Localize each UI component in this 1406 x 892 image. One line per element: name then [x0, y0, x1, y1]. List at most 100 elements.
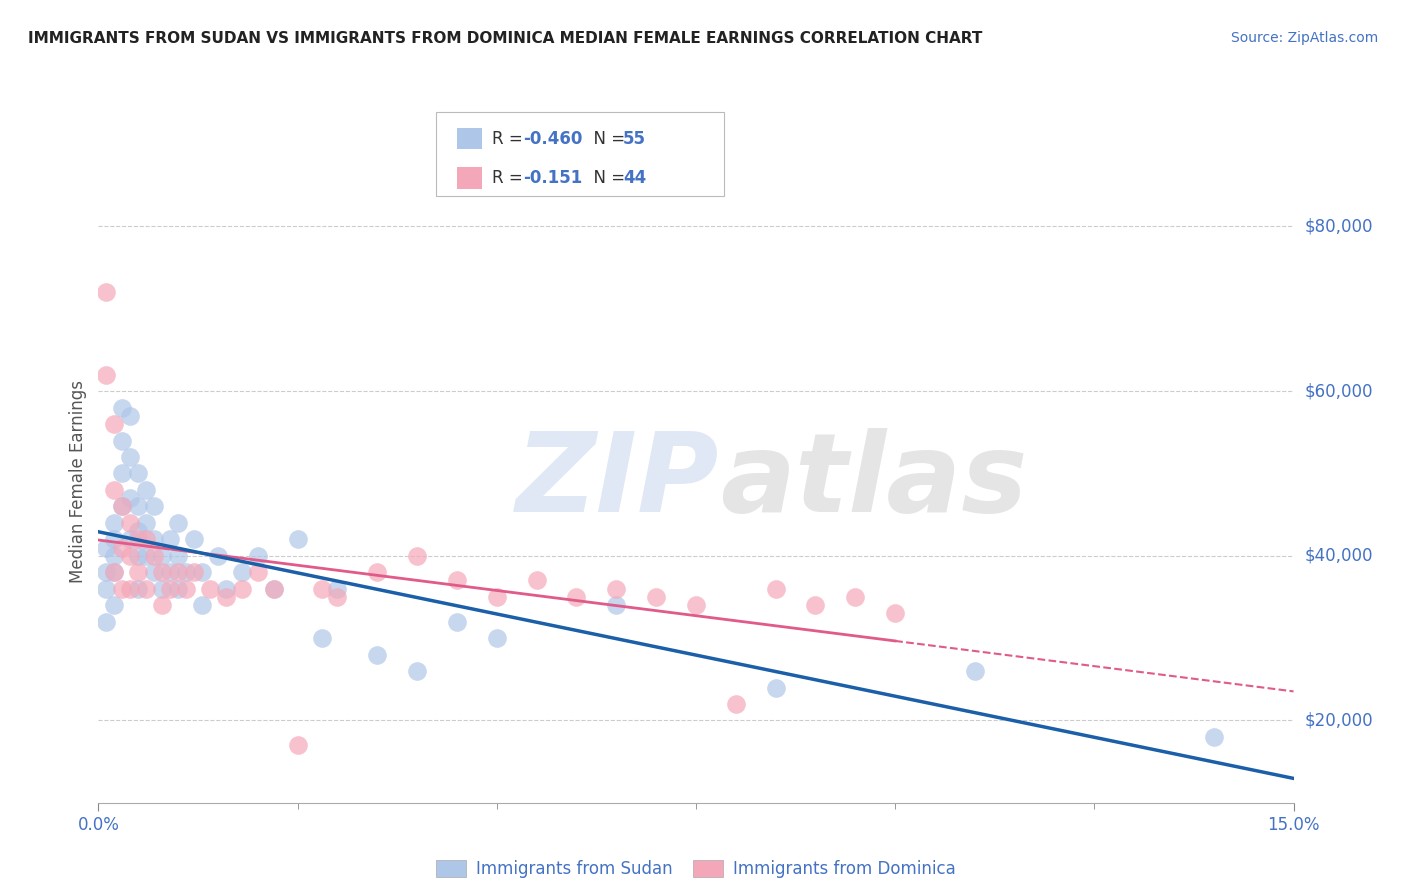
Point: [884, 607, 907, 621]
Point: [526, 574, 548, 588]
Point: [103, 566, 125, 580]
Point: [685, 598, 707, 612]
Y-axis label: Median Female Earnings: Median Female Earnings: [69, 380, 87, 583]
Point: [159, 582, 181, 596]
Point: [96, 368, 118, 382]
Point: [103, 549, 125, 563]
Point: [246, 566, 269, 580]
Point: [143, 533, 166, 547]
Point: [120, 450, 142, 464]
Point: [167, 549, 190, 563]
Point: [159, 533, 181, 547]
Point: [159, 566, 181, 580]
Point: [103, 417, 125, 431]
Point: [765, 582, 787, 596]
Point: [127, 467, 149, 481]
Point: [263, 582, 285, 596]
Text: $40,000: $40,000: [1305, 547, 1374, 565]
Point: [263, 582, 285, 596]
Point: [207, 549, 229, 563]
Point: [103, 598, 125, 612]
Point: [143, 549, 166, 563]
Point: [215, 582, 238, 596]
Point: [215, 590, 238, 604]
Point: [135, 483, 157, 497]
Point: [724, 697, 747, 711]
Point: [120, 491, 142, 505]
Text: $60,000: $60,000: [1305, 382, 1374, 401]
Point: [198, 582, 221, 596]
Point: [311, 631, 333, 645]
Point: [135, 582, 157, 596]
Point: [96, 615, 118, 629]
Point: [120, 582, 142, 596]
Point: [963, 664, 986, 678]
Point: [120, 409, 142, 423]
Point: [167, 516, 190, 530]
Point: [804, 598, 827, 612]
Point: [120, 533, 142, 547]
Point: [127, 582, 149, 596]
Point: [120, 516, 142, 530]
Point: [406, 664, 429, 678]
Point: [150, 566, 173, 580]
Point: [143, 500, 166, 514]
Point: [645, 590, 668, 604]
Point: [127, 566, 149, 580]
Text: $80,000: $80,000: [1305, 218, 1374, 235]
Point: [127, 549, 149, 563]
Point: [127, 524, 149, 538]
Text: IMMIGRANTS FROM SUDAN VS IMMIGRANTS FROM DOMINICA MEDIAN FEMALE EARNINGS CORRELA: IMMIGRANTS FROM SUDAN VS IMMIGRANTS FROM…: [28, 31, 983, 46]
Point: [111, 541, 134, 555]
Point: [406, 549, 429, 563]
Point: [326, 582, 349, 596]
Text: R =: R =: [492, 169, 529, 187]
Point: [287, 533, 309, 547]
Point: [485, 631, 508, 645]
Text: ZIP: ZIP: [516, 428, 720, 535]
Point: [103, 483, 125, 497]
Point: [111, 467, 134, 481]
Point: [143, 566, 166, 580]
Text: N =: N =: [583, 129, 631, 148]
Point: [96, 285, 118, 300]
Point: [485, 590, 508, 604]
Point: [150, 549, 173, 563]
Point: [111, 582, 134, 596]
Point: [167, 582, 190, 596]
Point: [127, 533, 149, 547]
Point: [111, 401, 134, 415]
Point: [150, 582, 173, 596]
Text: N =: N =: [583, 169, 631, 187]
Point: [96, 566, 118, 580]
Point: [174, 566, 197, 580]
Text: 55: 55: [623, 129, 645, 148]
Point: [174, 582, 197, 596]
Point: [135, 516, 157, 530]
Text: -0.151: -0.151: [523, 169, 582, 187]
Point: [446, 615, 468, 629]
Text: R =: R =: [492, 129, 529, 148]
Point: [120, 549, 142, 563]
Point: [366, 648, 388, 662]
Point: [96, 541, 118, 555]
Point: [765, 681, 787, 695]
Point: [366, 566, 388, 580]
Point: [287, 738, 309, 752]
Legend: Immigrants from Sudan, Immigrants from Dominica: Immigrants from Sudan, Immigrants from D…: [430, 853, 962, 884]
Point: [150, 598, 173, 612]
Point: [127, 500, 149, 514]
Text: atlas: atlas: [720, 428, 1028, 535]
Point: [231, 582, 253, 596]
Point: [135, 549, 157, 563]
Point: [103, 516, 125, 530]
Point: [96, 582, 118, 596]
Point: [103, 533, 125, 547]
Point: [605, 582, 627, 596]
Point: [191, 598, 214, 612]
Point: [135, 533, 157, 547]
Point: [246, 549, 269, 563]
Point: [191, 566, 214, 580]
Point: [167, 566, 190, 580]
Point: [1202, 730, 1225, 744]
